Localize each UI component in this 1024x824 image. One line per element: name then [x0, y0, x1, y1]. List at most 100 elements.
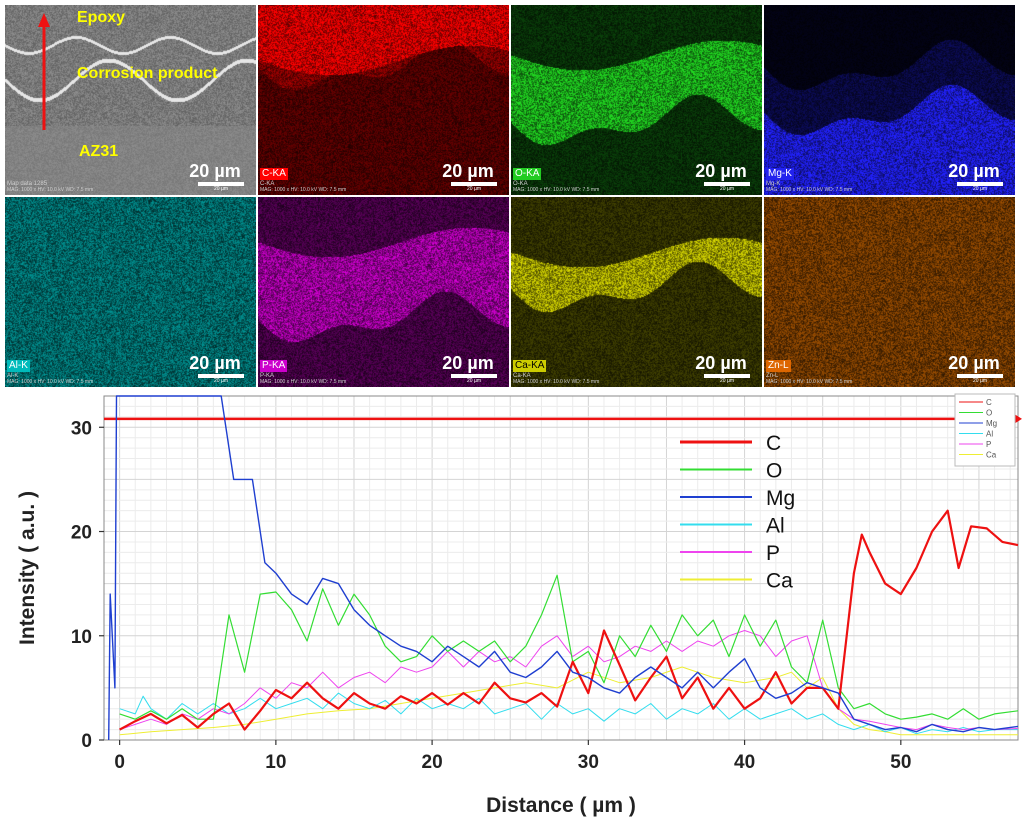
- legend-label-P: P: [766, 542, 780, 565]
- x-tick-label: 20: [422, 752, 443, 773]
- tile-sub-caption: Zn-L: [766, 373, 779, 379]
- tile-p-map: P-KA P-KA MAG: 1000 x HV: 10.0 kV WD: 7.…: [258, 197, 509, 387]
- y-axis-label: Intensity ( a.u. ): [16, 491, 39, 645]
- series-P-line: [119, 630, 1019, 731]
- legend-label-O: O: [766, 460, 782, 483]
- y-tick-label: 20: [71, 523, 92, 544]
- scale-bar-mini: 20 µm: [467, 186, 481, 192]
- o-map-image: [511, 5, 762, 195]
- scale-bar: [451, 374, 497, 378]
- series-Al-line: [119, 692, 1018, 735]
- tile-ca-map: Ca-KA Ca-KA MAG: 1000 x HV: 10.0 kV WD: …: [511, 197, 762, 387]
- tile-o-map: O-KA O-KA MAG: 1000 x HV: 10.0 kV WD: 7.…: [511, 5, 762, 195]
- scale-bar-mini: 20 µm: [214, 378, 228, 384]
- y-tick-label: 10: [71, 627, 92, 648]
- legend-label-C: C: [766, 432, 781, 455]
- tile-label: Zn-L: [766, 360, 791, 372]
- tile-mag: MAG: 1000 x HV: 10.0 kV WD: 7.5 mm: [766, 187, 853, 193]
- scale-bar-mini: 20 µm: [720, 378, 734, 384]
- small-legend-label-Ca: Ca: [986, 451, 997, 460]
- tile-sub-caption: O-KA: [513, 181, 528, 187]
- tile-mag: MAG: 1000 x HV: 10.0 kV WD: 7.5 mm: [7, 187, 94, 193]
- scan-position-arrow: [1014, 413, 1022, 424]
- tile-sub-caption: Map data 1285: [7, 181, 48, 187]
- tile-mag: MAG: 1000 x HV: 10.0 kV WD: 7.5 mm: [260, 379, 347, 385]
- tile-mag: MAG: 1000 x HV: 10.0 kV WD: 7.5 mm: [7, 379, 94, 385]
- mg-map-image: [764, 5, 1015, 195]
- sem-image: [5, 5, 256, 195]
- ca-map-image: [511, 197, 762, 387]
- scale-bar: [957, 374, 1003, 378]
- tile-al-map: Al-K Al-K MAG: 1000 x HV: 10.0 kV WD: 7.…: [5, 197, 256, 387]
- scale-bar-label: 20 µm: [442, 353, 494, 373]
- tile-label: Mg-K: [766, 168, 794, 180]
- scale-bar-label: 20 µm: [948, 161, 1000, 181]
- tile-mag: MAG: 1000 x HV: 10.0 kV WD: 7.5 mm: [513, 379, 600, 385]
- scale-bar-mini: 20 µm: [214, 186, 228, 192]
- series-layer: [104, 395, 1022, 741]
- eds-map-grid: Epoxy Corrosion product AZ31 Map data 12…: [0, 0, 1024, 390]
- series-Ca-line: [119, 666, 1018, 736]
- x-tick-label: 40: [734, 752, 755, 773]
- small-legend-label-O: O: [986, 409, 992, 418]
- scale-bar-mini: 20 µm: [973, 186, 987, 192]
- p-map-image: [258, 197, 509, 387]
- small-legend-label-P: P: [986, 440, 991, 449]
- tile-label: Ca-KA: [513, 360, 547, 372]
- legend-label-Ca: Ca: [766, 570, 793, 593]
- scale-bar: [704, 374, 750, 378]
- scale-bar-mini: 20 µm: [467, 378, 481, 384]
- chart-grid: [103, 395, 1018, 741]
- series-O-line: [119, 574, 1019, 720]
- tile-label: P-KA: [260, 360, 288, 372]
- x-tick-label: 0: [114, 752, 125, 773]
- zn-map-image: [764, 197, 1015, 387]
- c-map-image: [258, 5, 509, 195]
- tile-sub-caption: Al-K: [7, 373, 19, 379]
- tile-sem: Epoxy Corrosion product AZ31 Map data 12…: [5, 5, 256, 195]
- tile-label: C-KA: [260, 168, 288, 180]
- series-C-line: [119, 509, 1019, 731]
- scale-bar-label: 20 µm: [442, 161, 494, 181]
- tile-sub-caption: Mg-K: [766, 181, 781, 187]
- tile-sub-caption: Ca-KA: [513, 373, 531, 379]
- scale-bar: [957, 182, 1003, 186]
- tile-sub-caption: C-KA: [260, 181, 275, 187]
- plot-frame: [103, 395, 1019, 741]
- y-tick-label: 0: [81, 731, 92, 752]
- series-Mg-line: [108, 395, 1019, 741]
- x-tick-label: 50: [890, 752, 911, 773]
- scale-bar: [198, 374, 244, 378]
- small-legend-box: [954, 393, 1016, 467]
- x-tick-label: 10: [265, 752, 286, 773]
- substrate-label: AZ31: [79, 143, 119, 160]
- x-tick-label: 30: [578, 752, 599, 773]
- sem-arrow: [38, 13, 50, 130]
- scale-bar-mini: 20 µm: [973, 378, 987, 384]
- tile-sub-caption: P-KA: [260, 373, 275, 379]
- scale-bar-label: 20 µm: [948, 353, 1000, 373]
- legend-label-Al: Al: [766, 515, 785, 538]
- scale-bar-label: 20 µm: [189, 353, 241, 373]
- axis-layer: 0 10 20 30 40 50 0 10 20 30: [71, 418, 912, 773]
- tile-zn-map: Zn-L Zn-L MAG: 1000 x HV: 10.0 kV WD: 7.…: [764, 197, 1015, 387]
- scale-bar-label: 20 µm: [695, 161, 747, 181]
- small-legend-label-Mg: Mg: [986, 419, 997, 428]
- scale-bar-mini: 20 µm: [720, 186, 734, 192]
- small-legend-label-Al: Al: [986, 430, 993, 439]
- scale-bar: [198, 182, 244, 186]
- tile-mg-map: Mg-K Mg-K MAG: 1000 x HV: 10.0 kV WD: 7.…: [764, 5, 1015, 195]
- tile-mag: MAG: 1000 x HV: 10.0 kV WD: 7.5 mm: [766, 379, 853, 385]
- y-tick-label: 30: [71, 418, 92, 439]
- tile-label: O-KA: [513, 168, 542, 180]
- scale-bar: [704, 182, 750, 186]
- small-legend-label-C: C: [986, 398, 992, 407]
- tile-mag: MAG: 1000 x HV: 10.0 kV WD: 7.5 mm: [513, 187, 600, 193]
- tile-mag: MAG: 1000 x HV: 10.0 kV WD: 7.5 mm: [260, 187, 347, 193]
- corrosion-label: Corrosion product: [77, 65, 218, 82]
- tile-c-map: C-KA C-KA MAG: 1000 x HV: 10.0 kV WD: 7.…: [258, 5, 509, 195]
- legend-label-Mg: Mg: [766, 487, 795, 510]
- epoxy-label: Epoxy: [77, 9, 126, 26]
- x-axis-label: Distance ( µm ): [486, 794, 636, 817]
